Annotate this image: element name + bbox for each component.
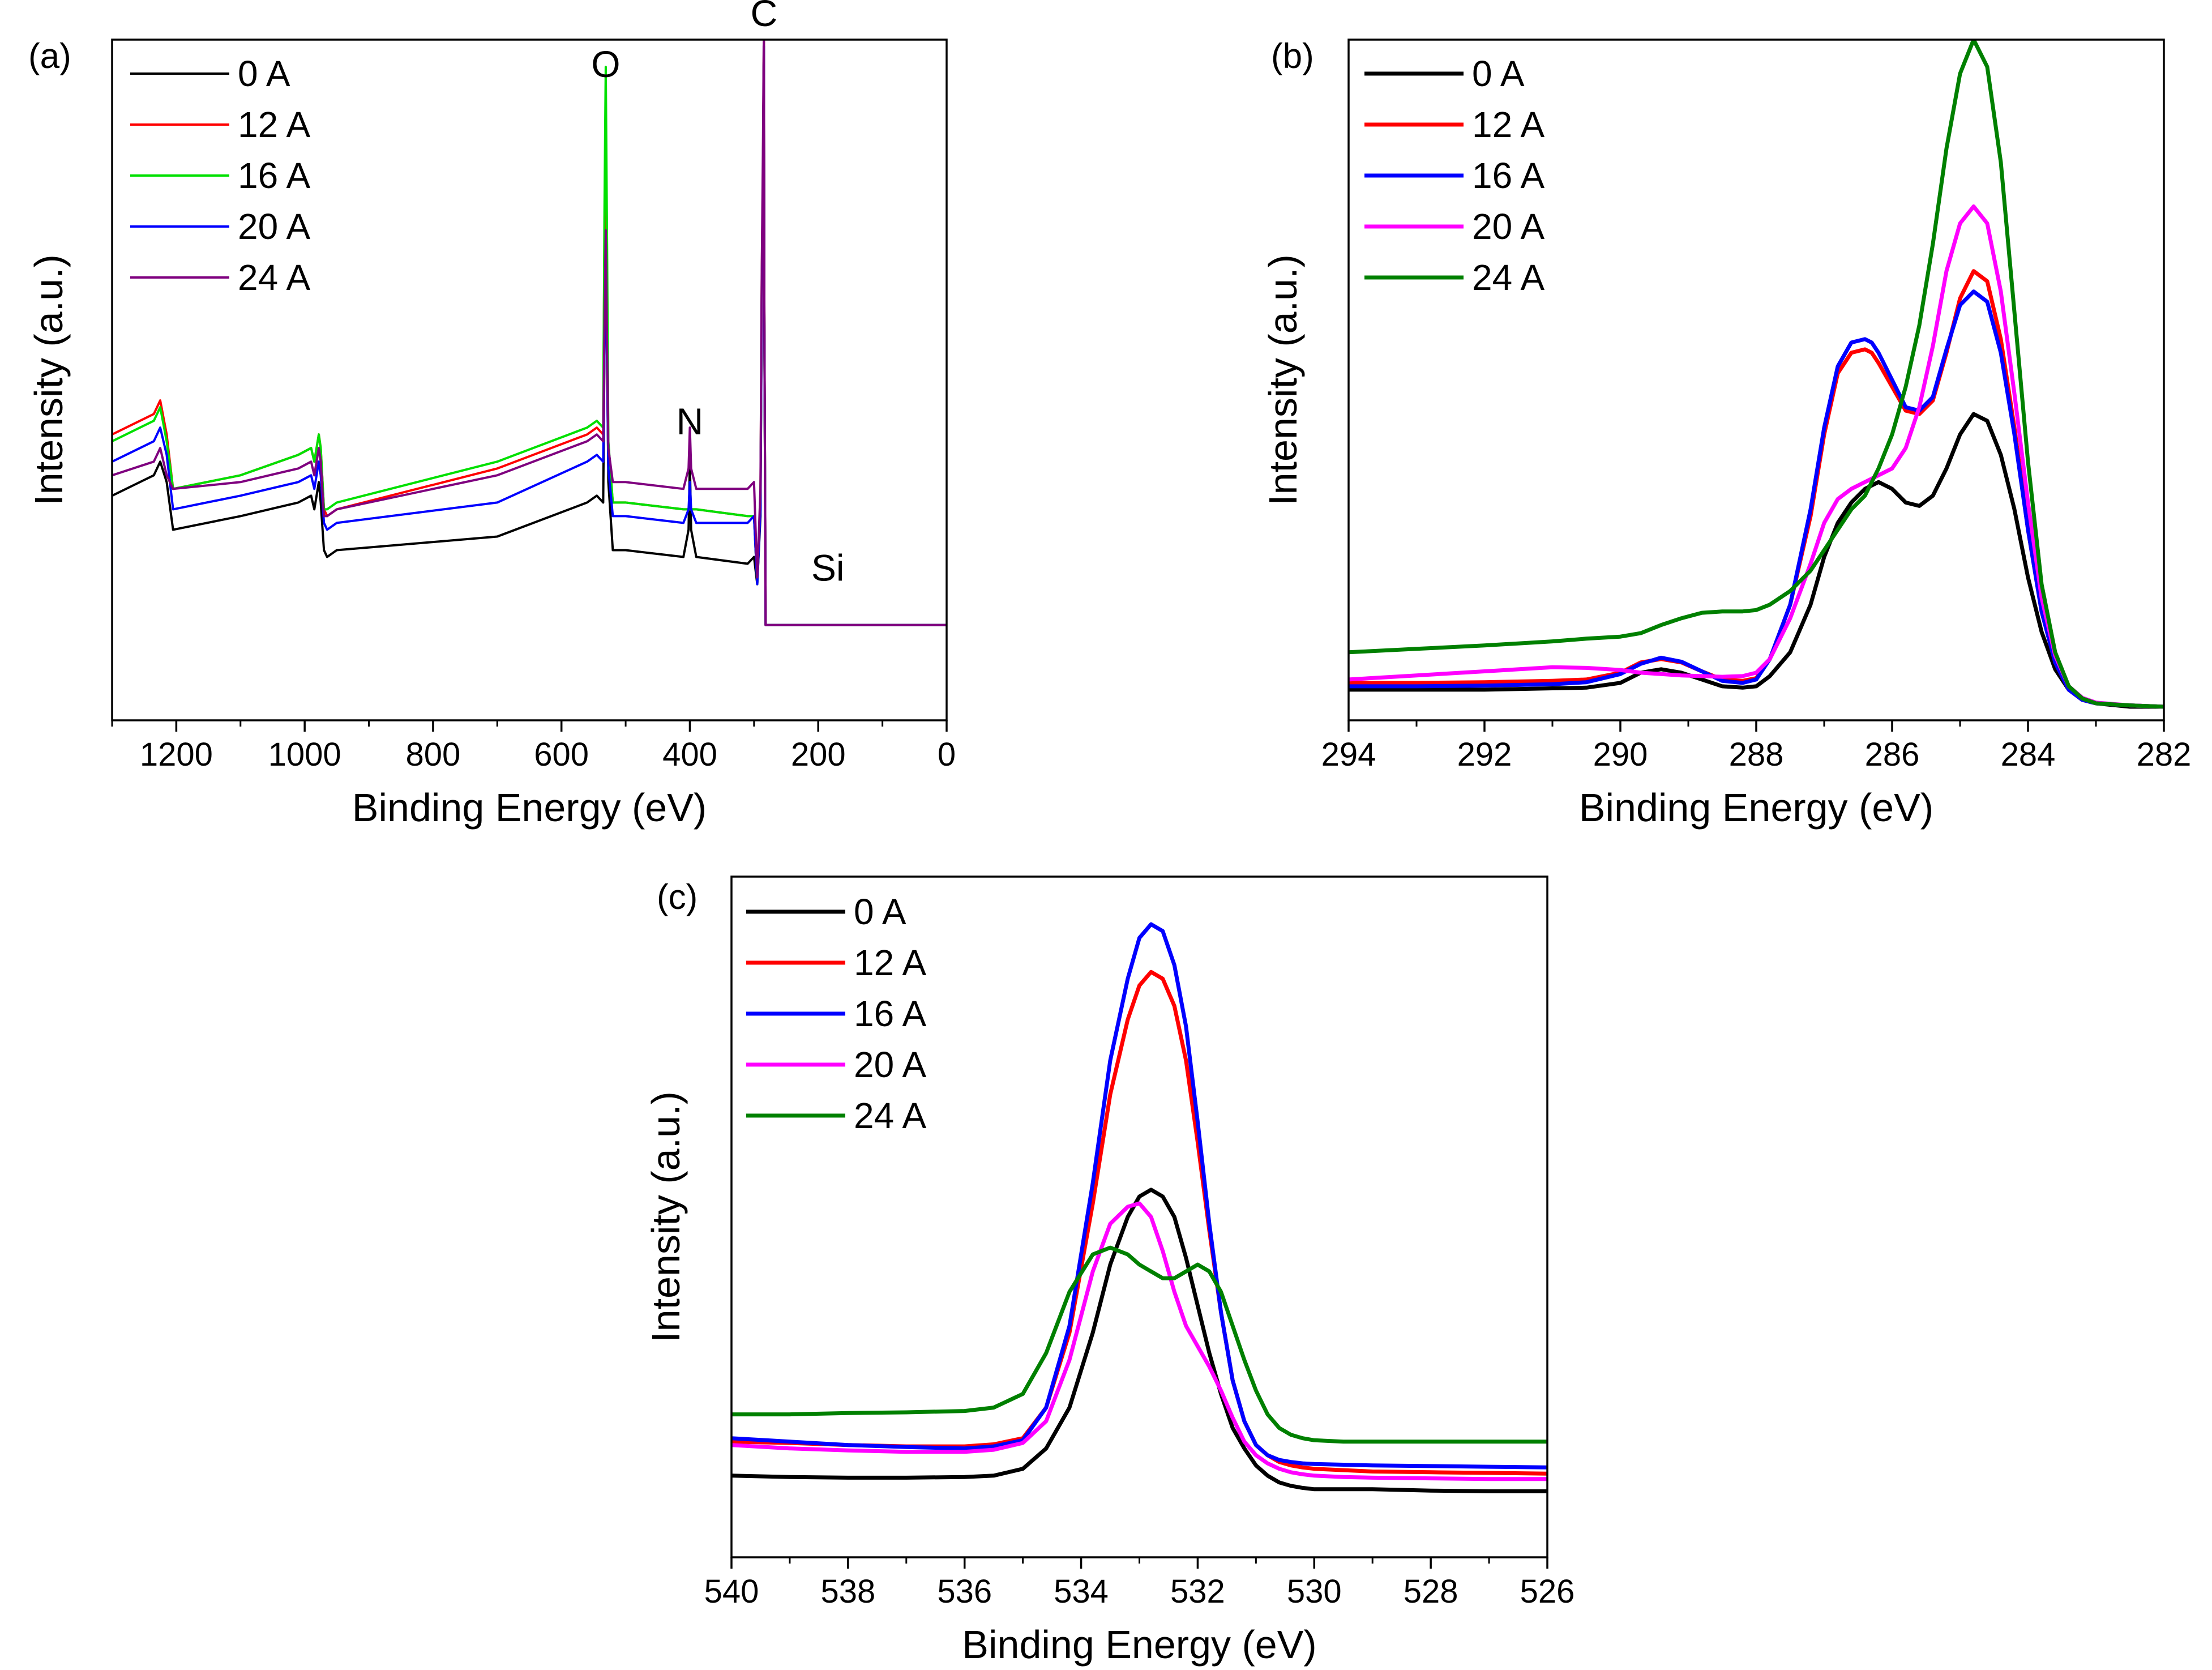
x-axis-title: Binding Energy (eV) [1579, 785, 1933, 830]
series-line-20-a [1349, 204, 2164, 709]
legend: 0 A 12 A 16 A 20 A 24 A [1364, 53, 1544, 298]
legend-label: 16 A [854, 993, 926, 1034]
x-tick-label: 294 [1321, 736, 1376, 773]
x-axis-title: Binding Energy (eV) [962, 1622, 1316, 1667]
x-tick-label: 600 [534, 736, 589, 773]
legend-label: 16 A [1472, 155, 1544, 196]
legend-label: 0 A [854, 891, 906, 932]
peak-label: O [591, 43, 620, 85]
series-line-24-a [731, 1245, 1547, 1444]
legend: 0 A 12 A 16 A 20 A 24 A [130, 53, 310, 298]
legend-label: 12 A [1472, 104, 1544, 145]
x-tick-label: 800 [406, 736, 461, 773]
legend-label: 0 A [1472, 53, 1525, 94]
x-tick-label: 540 [704, 1573, 759, 1610]
x-tick-label: 284 [2001, 736, 2056, 773]
panel-a-letter: (a) [28, 37, 71, 76]
series-line-20-a [731, 1201, 1547, 1481]
y-axis-title: Intensity (a.u.) [27, 254, 71, 506]
x-tick-label: 286 [1865, 736, 1920, 773]
x-tick-label: 290 [1593, 736, 1648, 773]
series-line-12-a [731, 969, 1547, 1476]
series-line-24-a [112, 40, 947, 626]
peak-label: N [677, 400, 704, 442]
panel-a-chart: (a) 1200 1000 800 600 400 200 0 Binding Energy … [27, 0, 956, 830]
legend-label: 24 A [1472, 257, 1544, 298]
legend-label: 24 A [854, 1095, 926, 1136]
x-tick-label: 526 [1520, 1573, 1575, 1610]
legend-label: 24 A [238, 257, 310, 298]
x-tick-label: 528 [1404, 1573, 1458, 1610]
panel-b-chart: (b) 294 292 290 288 286 284 282 Binding Energy … [1261, 37, 2191, 830]
legend-label: 20 A [854, 1044, 926, 1085]
y-axis-title: Intensity (a.u.) [644, 1091, 688, 1343]
x-tick-label: 0 [938, 736, 956, 773]
series-line-16-a [731, 922, 1547, 1470]
x-tick-label: 1200 [140, 736, 213, 773]
x-tick-label: 534 [1054, 1573, 1109, 1610]
series-line-24-a [1349, 40, 2164, 709]
legend-label: 16 A [238, 155, 310, 196]
x-tick-label: 400 [662, 736, 717, 773]
panel-c-letter: (c) [657, 878, 698, 917]
y-axis-title: Intensity (a.u.) [1261, 254, 1305, 506]
panel-b-letter: (b) [1271, 37, 1314, 76]
x-tick-label: 288 [1729, 736, 1784, 773]
x-tick-label: 200 [791, 736, 846, 773]
panel-c-chart: (c) 540 538 536 534 532 530 528 526 Binding Ener… [644, 875, 1575, 1667]
x-tick-label: 536 [937, 1573, 992, 1610]
x-tick-label: 1000 [268, 736, 341, 773]
x-tick-label: 292 [1457, 736, 1512, 773]
series-line-16-a [1349, 289, 2164, 709]
legend-label: 12 A [238, 104, 310, 145]
legend-label: 20 A [1472, 206, 1544, 247]
series-line-0-a [1349, 412, 2164, 709]
legend: 0 A 12 A 16 A 20 A 24 A [746, 891, 926, 1136]
legend-label: 0 A [238, 53, 290, 94]
x-tick-label: 532 [1170, 1573, 1225, 1610]
x-tick-label: 282 [2137, 736, 2192, 773]
legend-label: 12 A [854, 942, 926, 983]
x-tick-label: 530 [1287, 1573, 1342, 1610]
x-axis-title: Binding Energy (eV) [352, 785, 707, 830]
series-line-0-a [731, 1188, 1547, 1493]
peak-label: Si [811, 547, 845, 589]
plot-frame [111, 39, 948, 721]
series-line-12-a [1349, 269, 2164, 709]
legend-label: 20 A [238, 206, 310, 247]
peak-label: C [750, 0, 777, 34]
x-tick-label: 538 [820, 1573, 875, 1610]
